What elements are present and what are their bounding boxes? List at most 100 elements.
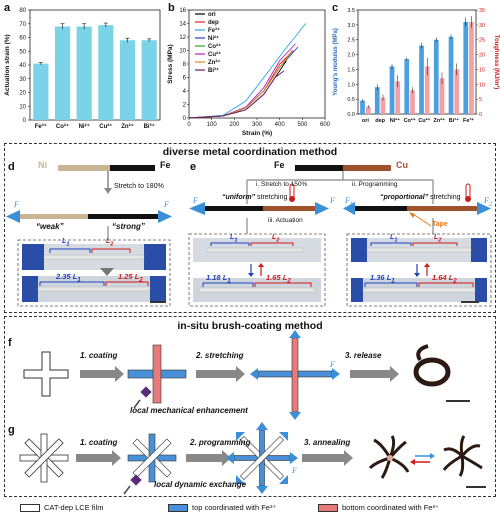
modulus-toughness-chart: 0.0 0.5 1.0 1.5 2.0 2.5 3.0 3.5 0 5 10 15 20 25 30 35 or…: [333, 8, 500, 124]
chart-b-legend-label: ori: [208, 12, 216, 18]
chart-a-bar: [54, 26, 71, 120]
chart-c-ytick-right-label: 35: [479, 8, 485, 14]
chart-c-bar-modulus: [448, 36, 454, 114]
e-fe-label: Fe: [274, 160, 285, 170]
g-step2: 2. programming: [190, 438, 251, 447]
chart-a-bar: [119, 40, 136, 120]
legend-text-top: top coordinated with Fe³⁺: [192, 503, 277, 512]
chart-c-xtick-label: Fe³⁺: [463, 117, 474, 124]
e-force-f2: F2: [484, 196, 493, 208]
g-caption: local dynamic exchange: [154, 480, 247, 489]
actuation-strain-chart: 0 10 20 30 40 50 60 70 80 Fe³⁺ Co²⁺ Ni²⁺ Cu²⁺ Zn²⁺ Bi³…: [4, 8, 161, 130]
legend-swatch-bottom: [318, 504, 338, 512]
chart-b-ytick-label: 2: [183, 103, 187, 109]
fe-segment: [110, 165, 155, 171]
e-p-l2-top: L2: [434, 234, 442, 244]
chart-c-xtick-label: Cu²⁺: [418, 117, 430, 124]
e-u-l1-top: L1: [230, 234, 238, 244]
chart-b-legend-label: dep: [208, 20, 219, 26]
chart-c-xtick-label: Zn²⁺: [433, 117, 445, 124]
chart-c-ytick-label: 0.0: [347, 112, 355, 118]
chart-a-xtick-label: Fe³⁺: [35, 123, 47, 130]
e-u-l1-bottom: 1.18 L1: [206, 273, 231, 285]
d-l1-bottom: 2.35 L1: [56, 272, 81, 284]
chart-b-ytick-label: 14: [179, 22, 186, 28]
chart-a-bar: [98, 25, 114, 120]
legend-swatch-plain: [20, 504, 40, 512]
chart-a-xtick-label: Zn²⁺: [121, 123, 134, 130]
fe-label: Fe: [160, 160, 171, 170]
chart-c-ytick-label: 3.0: [347, 23, 355, 29]
chart-a-bar: [76, 26, 92, 120]
g-step1: 1. coating: [80, 438, 118, 447]
chart-b-series-line: [188, 23, 307, 119]
chart-b-xlabel: Strain (%): [242, 130, 272, 137]
chart-b-series-line: [188, 43, 296, 119]
f-caption: local mechanical enhancement: [130, 406, 248, 415]
chart-c-xtick-label: dep: [375, 118, 385, 124]
chart-c-ylabel: Young's modulus (MPa): [333, 28, 339, 96]
weak-label: “weak”: [36, 222, 64, 231]
chart-b-ytick-label: 0: [183, 116, 187, 122]
section-title-metal: diverse metal coordination method: [162, 146, 338, 158]
chart-c-bar-modulus: [360, 100, 365, 114]
chart-b-ytick-label: 4: [183, 89, 187, 95]
ni-label: Ni: [38, 160, 47, 170]
chart-b-legend-label: Bi³⁺: [208, 67, 219, 74]
chart-b-legend-label: Cu²⁺: [208, 51, 221, 58]
chart-c-ytick-label: 1.0: [347, 82, 355, 88]
legend-text-bottom: bottom coordinated with Fe³⁺: [342, 503, 439, 512]
chart-b-ytick-label: 12: [179, 35, 186, 41]
e-tape: Tape: [432, 221, 448, 228]
stress-strain-chart: 0 2 4 6 8 10 12 14 16 0 100 200 300 400 500 600 ori depFe…: [167, 8, 331, 137]
chart-c-bar-toughness: [469, 21, 474, 115]
chart-c-bar-modulus: [404, 59, 410, 114]
chart-c-ytick-label: 3.5: [347, 8, 355, 14]
e-uniform-label: “uniform” stretching: [222, 194, 288, 201]
e-p-l2-bottom: 1.64 L2: [432, 273, 457, 285]
chart-b-ytick-label: 10: [179, 49, 186, 55]
chart-c-bar-modulus: [374, 87, 380, 114]
chart-a-frame: [29, 9, 161, 121]
chart-b-ylabel: Stress (MPa): [167, 44, 174, 83]
chart-b-xtick-label: 600: [320, 122, 331, 128]
panel-label-b: b: [168, 2, 175, 14]
panel-e-diagram: [188, 165, 492, 307]
g-step3: 3. annealing: [304, 438, 351, 447]
chart-c-bar-modulus: [463, 21, 469, 115]
panel-label-e: e: [190, 161, 197, 173]
d-l1-top: L1: [62, 238, 70, 248]
chart-c-bar-modulus: [419, 45, 424, 114]
chart-c-ytick-right-label: 30: [479, 23, 485, 29]
e-actuation: iii. Actuation: [268, 217, 303, 224]
d-l2-bottom: 1.25 L2: [118, 272, 143, 284]
chart-c-ytick-right-label: 15: [479, 67, 485, 73]
chart-b-xtick-label: 0: [187, 122, 191, 128]
legend-swatch-top: [168, 504, 188, 512]
chart-b-legend-label: Ni²⁺: [208, 35, 219, 42]
strong-label: “strong”: [112, 222, 145, 231]
chart-a-ylabel: Actuation strain (%): [4, 34, 11, 95]
chart-b-legend-label: Fe³⁺: [208, 27, 220, 34]
chart-c-bar-toughness: [380, 97, 386, 114]
chart-b-ytick-label: 16: [179, 8, 186, 14]
e-cu-label: Cu: [396, 160, 408, 170]
chart-a-xtick-label: Bi³⁺: [144, 123, 155, 130]
e-step1: i. Stretch to 150%: [256, 181, 308, 188]
chart-a-ytick-label: 10: [19, 104, 26, 110]
chart-b-xtick-label: 200: [229, 122, 240, 128]
chart-a-ytick-label: 30: [19, 77, 26, 83]
chart-c-frame: [357, 9, 477, 115]
chart-b-series-line: [188, 50, 294, 119]
metal-coordination-box: [4, 143, 496, 313]
chart-c-xtick-label: Co²⁺: [404, 117, 416, 124]
chart-c-bar-toughness: [395, 81, 401, 114]
g-force: F: [292, 466, 297, 475]
panel-d-diagram: [6, 165, 172, 307]
chart-a-ytick-label: 80: [19, 8, 26, 14]
e-force-right: F: [330, 196, 335, 205]
chart-a-bar: [141, 40, 157, 120]
force-label-left: F: [14, 200, 19, 209]
ni-segment: [58, 165, 110, 171]
chart-a-ytick-label: 40: [19, 63, 26, 69]
